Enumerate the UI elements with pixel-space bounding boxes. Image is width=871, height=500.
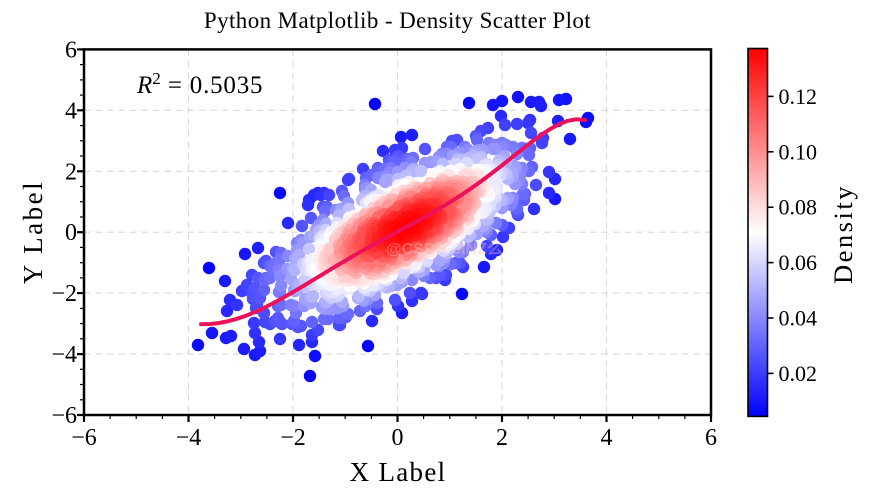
svg-text:−4: −4 [51, 342, 77, 368]
svg-text:0: 0 [65, 220, 77, 246]
svg-text:0.10: 0.10 [779, 139, 818, 164]
svg-text:0.08: 0.08 [779, 195, 818, 220]
svg-text:4: 4 [601, 425, 613, 451]
svg-text:Y Label: Y Label [18, 180, 48, 284]
svg-text:−2: −2 [280, 425, 306, 451]
svg-text:2: 2 [65, 159, 77, 185]
svg-text:2: 2 [496, 425, 508, 451]
svg-text:−6: −6 [51, 403, 77, 429]
svg-text:0.06: 0.06 [779, 250, 818, 275]
svg-text:Density: Density [828, 184, 858, 284]
svg-text:6: 6 [65, 37, 77, 63]
svg-text:Python Matplotlib - Density Sc: Python Matplotlib - Density Scatter Plot [204, 8, 591, 33]
svg-text:4: 4 [65, 98, 77, 124]
svg-text:−4: −4 [176, 425, 202, 451]
svg-text:0.04: 0.04 [779, 306, 818, 331]
svg-text:−2: −2 [51, 281, 77, 307]
svg-text:X Label: X Label [350, 457, 447, 487]
svg-text:6: 6 [705, 425, 717, 451]
svg-text:0.02: 0.02 [779, 361, 818, 386]
svg-text:−6: −6 [71, 425, 97, 451]
svg-text:@CSDN·JINZ么: @CSDN·JINZ么 [386, 240, 503, 258]
svg-text:R2 = 0.5035: R2 = 0.5035 [136, 69, 263, 99]
svg-text:0.12: 0.12 [779, 84, 818, 109]
svg-text:0: 0 [392, 425, 404, 451]
